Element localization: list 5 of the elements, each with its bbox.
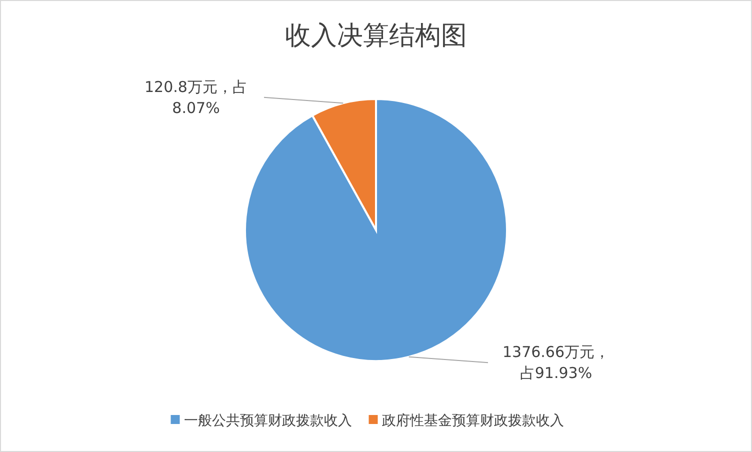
legend-label: 一般公共预算财政拨款收入 <box>184 413 352 429</box>
chart-title: 收入决算结构图 <box>285 21 467 51</box>
data-label: 1376.66万元，占91.93% <box>502 343 610 382</box>
legend-label: 政府性基金预算财政拨款收入 <box>382 413 564 429</box>
data-label: 120.8万元，占8.07% <box>144 78 248 117</box>
